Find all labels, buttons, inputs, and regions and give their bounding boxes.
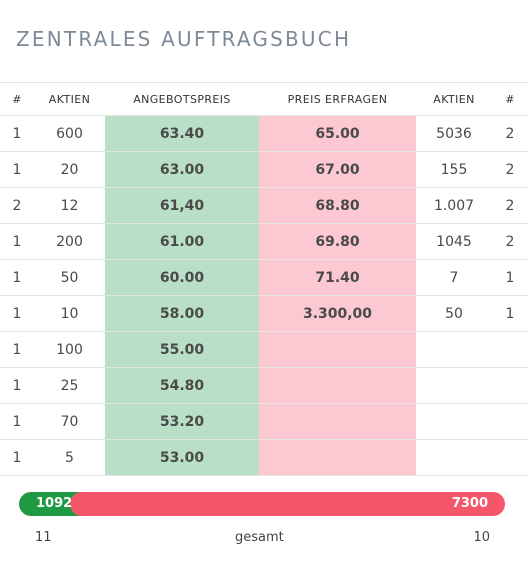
bid-total: 1092 bbox=[36, 496, 73, 511]
bid-price-cell: 53.20 bbox=[105, 403, 259, 440]
bid-price-cell: 63.40 bbox=[105, 115, 259, 152]
ask-count-cell: 2 bbox=[492, 151, 528, 188]
ask-shares-cell: 1.007 bbox=[416, 187, 492, 224]
ask-price-cell: 68.80 bbox=[259, 187, 416, 224]
ask-count-cell: 1 bbox=[492, 259, 528, 296]
bid-price-cell: 54.80 bbox=[105, 367, 259, 404]
ask-count-cell bbox=[492, 403, 528, 440]
bid-count-cell: 1 bbox=[0, 259, 34, 296]
table-row: 1 10 58.00 3.300,00 50 1 bbox=[0, 295, 528, 332]
bid-shares-cell: 70 bbox=[34, 403, 105, 440]
bid-volume-fill bbox=[19, 492, 95, 516]
table-row: 2 12 61,40 68.80 1.007 2 bbox=[0, 187, 528, 224]
bid-shares-cell: 50 bbox=[34, 259, 105, 296]
bid-count-cell: 1 bbox=[0, 403, 34, 440]
ask-count-cell bbox=[492, 367, 528, 404]
order-book-table: # AKTIEN ANGEBOTSPREIS PREIS ERFRAGEN AK… bbox=[0, 82, 528, 476]
ask-price-cell: 71.40 bbox=[259, 259, 416, 296]
ask-shares-cell: 7 bbox=[416, 259, 492, 296]
ask-shares-cell: 155 bbox=[416, 151, 492, 188]
bid-shares-cell: 25 bbox=[34, 367, 105, 404]
bid-shares-cell: 100 bbox=[34, 331, 105, 368]
bid-shares-cell: 12 bbox=[34, 187, 105, 224]
bid-count-cell: 1 bbox=[0, 367, 34, 404]
ask-count-cell: 2 bbox=[492, 187, 528, 224]
ask-price-cell: 67.00 bbox=[259, 151, 416, 188]
ask-count-cell bbox=[492, 331, 528, 368]
ask-shares-cell bbox=[416, 331, 492, 368]
bid-price-cell: 60.00 bbox=[105, 259, 259, 296]
page-title: ZENTRALES AUFTRAGSBUCH bbox=[16, 27, 352, 51]
ask-price-cell: 65.00 bbox=[259, 115, 416, 152]
table-row: 1 50 60.00 71.40 7 1 bbox=[0, 259, 528, 296]
table-row: 1 5 53.00 bbox=[0, 439, 528, 476]
ask-count-cell: 2 bbox=[492, 223, 528, 260]
header-bid-count: # bbox=[0, 82, 34, 116]
bid-orders-total: 11 bbox=[35, 530, 52, 545]
total-label: gesamt bbox=[235, 530, 284, 545]
ask-price-cell bbox=[259, 367, 416, 404]
ask-shares-cell bbox=[416, 403, 492, 440]
header-ask-count: # bbox=[492, 82, 528, 116]
ask-price-cell bbox=[259, 439, 416, 476]
bid-price-cell: 61.00 bbox=[105, 223, 259, 260]
ask-shares-cell: 50 bbox=[416, 295, 492, 332]
table-row: 1 600 63.40 65.00 5036 2 bbox=[0, 115, 528, 152]
bid-price-cell: 61,40 bbox=[105, 187, 259, 224]
table-row: 1 20 63.00 67.00 155 2 bbox=[0, 151, 528, 188]
header-bid-price: ANGEBOTSPREIS bbox=[105, 82, 259, 116]
table-header-row: # AKTIEN ANGEBOTSPREIS PREIS ERFRAGEN AK… bbox=[0, 82, 528, 116]
bid-count-cell: 1 bbox=[0, 223, 34, 260]
header-bid-shares: AKTIEN bbox=[34, 82, 105, 116]
ask-shares-cell bbox=[416, 367, 492, 404]
bid-shares-cell: 600 bbox=[34, 115, 105, 152]
ask-count-cell bbox=[492, 439, 528, 476]
header-ask-price: PREIS ERFRAGEN bbox=[259, 82, 416, 116]
bid-shares-cell: 200 bbox=[34, 223, 105, 260]
table-row: 1 25 54.80 bbox=[0, 367, 528, 404]
bid-count-cell: 2 bbox=[0, 187, 34, 224]
ask-count-cell: 2 bbox=[492, 115, 528, 152]
bid-shares-cell: 10 bbox=[34, 295, 105, 332]
ask-orders-total: 10 bbox=[473, 530, 490, 545]
bid-price-cell: 58.00 bbox=[105, 295, 259, 332]
ask-price-cell: 3.300,00 bbox=[259, 295, 416, 332]
table-row: 1 200 61.00 69.80 1045 2 bbox=[0, 223, 528, 260]
bid-shares-cell: 5 bbox=[34, 439, 105, 476]
bid-count-cell: 1 bbox=[0, 331, 34, 368]
bid-count-cell: 1 bbox=[0, 115, 34, 152]
bid-count-cell: 1 bbox=[0, 439, 34, 476]
bid-count-cell: 1 bbox=[0, 295, 34, 332]
table-row: 1 70 53.20 bbox=[0, 403, 528, 440]
header-ask-shares: AKTIEN bbox=[416, 82, 492, 116]
ask-shares-cell: 5036 bbox=[416, 115, 492, 152]
bid-price-cell: 55.00 bbox=[105, 331, 259, 368]
ask-total: 7300 bbox=[451, 496, 488, 511]
table-row: 1 100 55.00 bbox=[0, 331, 528, 368]
bid-shares-cell: 20 bbox=[34, 151, 105, 188]
volume-ratio-bar: 1092 7300 bbox=[19, 492, 505, 516]
ask-price-cell bbox=[259, 331, 416, 368]
bid-price-cell: 63.00 bbox=[105, 151, 259, 188]
ask-shares-cell: 1045 bbox=[416, 223, 492, 260]
bid-count-cell: 1 bbox=[0, 151, 34, 188]
ask-price-cell bbox=[259, 403, 416, 440]
ask-shares-cell bbox=[416, 439, 492, 476]
ask-count-cell: 1 bbox=[492, 295, 528, 332]
ask-price-cell: 69.80 bbox=[259, 223, 416, 260]
bid-price-cell: 53.00 bbox=[105, 439, 259, 476]
